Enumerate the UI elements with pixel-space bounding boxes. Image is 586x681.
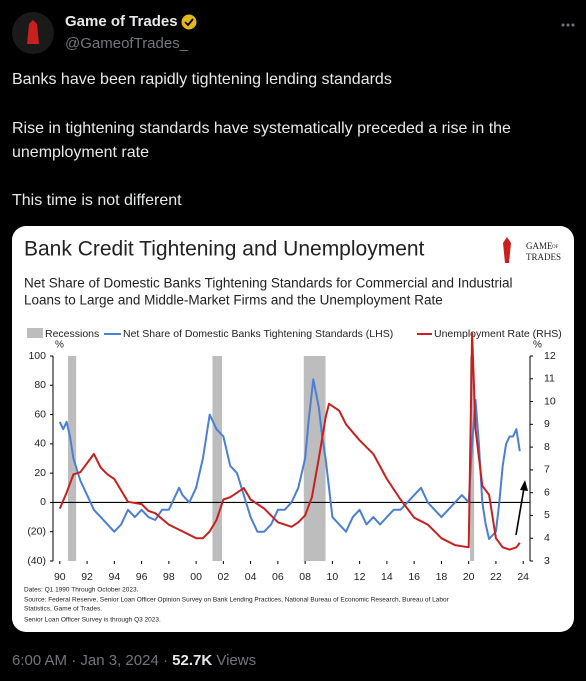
chart-title: Bank Credit Tightening and Unemployment	[24, 238, 425, 261]
y-tick-label: 60	[34, 408, 46, 420]
chart-note: Senior Loan Officer Survey is through Q3…	[24, 617, 161, 624]
y2-unit: %	[533, 340, 542, 351]
tweet-text: Banks have been rapidly tightening lendi…	[12, 71, 392, 88]
chart-subtitle: Loans to Large and Middle-Market Firms a…	[24, 293, 443, 308]
x-tick-label: 06	[272, 571, 284, 583]
y2-tick-label: 5	[544, 509, 550, 521]
logo-icon	[503, 237, 511, 263]
x-tick-label: 22	[490, 571, 502, 583]
y-tick-label: 40	[34, 438, 46, 450]
recession-band	[67, 356, 77, 561]
chart-note: Dates: Q1 1990 Through October 2023.	[24, 587, 139, 594]
chart-note: Source: Federal Reserve, Senior Loan Off…	[24, 597, 450, 604]
x-tick-label: 94	[108, 571, 120, 583]
author-handle[interactable]: @GameofTrades_	[65, 35, 189, 52]
logo-text: TRADES	[526, 252, 561, 262]
author-name[interactable]: Game of Trades	[65, 13, 178, 30]
x-tick-label: 24	[517, 571, 529, 583]
legend-swatch	[27, 328, 43, 338]
legend-label: Net Share of Domestic Banks Tightening S…	[123, 328, 393, 340]
y2-tick-label: 12	[544, 350, 556, 362]
y-tick-label: 100	[28, 350, 46, 362]
avatar-icon	[27, 20, 39, 44]
tweet-text: This time is not different	[12, 192, 182, 209]
series-line	[58, 332, 521, 551]
x-tick-label: 02	[218, 571, 230, 583]
y2-tick-label: 6	[544, 486, 550, 498]
y-tick-label: (20)	[27, 525, 46, 537]
x-tick-label: 90	[54, 571, 66, 583]
verified-check	[184, 18, 194, 27]
x-tick-label: 12	[354, 571, 366, 583]
tweet-footer: 6:00 AM · Jan 3, 2024 · 52.7K Views	[12, 652, 256, 669]
y-tick-label: 0	[40, 496, 46, 508]
y2-tick-label: 11	[544, 373, 555, 385]
y2-tick-label: 3	[544, 555, 550, 567]
y2-tick-label: 4	[544, 532, 550, 544]
x-tick-label: 92	[81, 571, 93, 583]
tweet-time[interactable]: 6:00 AM	[12, 652, 67, 669]
y-tick-label: (40)	[27, 555, 46, 567]
more-menu[interactable]	[561, 23, 575, 27]
x-tick-label: 04	[245, 571, 257, 583]
tweet-date[interactable]: Jan 3, 2024	[80, 652, 158, 669]
y2-tick-label: 8	[544, 441, 550, 453]
x-tick-label: 08	[299, 571, 311, 583]
legend-label: Recessions	[45, 328, 99, 340]
verified-badge	[181, 14, 197, 30]
x-tick-label: 20	[463, 571, 475, 583]
tweet-text: Rise in tightening standards have system…	[12, 120, 511, 137]
x-tick-label: 14	[381, 571, 393, 583]
chart-note: Statistics, Game of Trades.	[24, 606, 102, 613]
x-tick-label: 00	[190, 571, 202, 583]
y2-tick-label: 7	[544, 464, 550, 476]
y2-tick-label: 10	[544, 395, 556, 407]
separator: ·	[163, 652, 168, 669]
separator: ·	[71, 652, 76, 669]
tweet-text: unemployment rate	[12, 144, 149, 161]
chart-subtitle: Net Share of Domestic Banks Tightening S…	[24, 276, 513, 291]
view-count: 52.7K	[172, 652, 212, 669]
x-tick-label: 98	[163, 571, 175, 583]
recession-band	[212, 356, 222, 561]
views-label: Views	[216, 652, 256, 669]
y-tick-label: 80	[34, 379, 46, 391]
y-unit: %	[55, 340, 64, 351]
legend-label: Unemployment Rate (RHS)	[434, 328, 562, 340]
logo-text: GAME	[526, 241, 553, 251]
x-tick-label: 16	[408, 571, 420, 583]
y2-tick-label: 9	[544, 418, 550, 430]
x-tick-label: 10	[327, 571, 339, 583]
arrow-annotation	[515, 480, 528, 536]
x-tick-label: 96	[136, 571, 148, 583]
logo-text: OF	[552, 245, 559, 250]
y-tick-label: 20	[34, 467, 46, 479]
x-tick-label: 18	[436, 571, 448, 583]
